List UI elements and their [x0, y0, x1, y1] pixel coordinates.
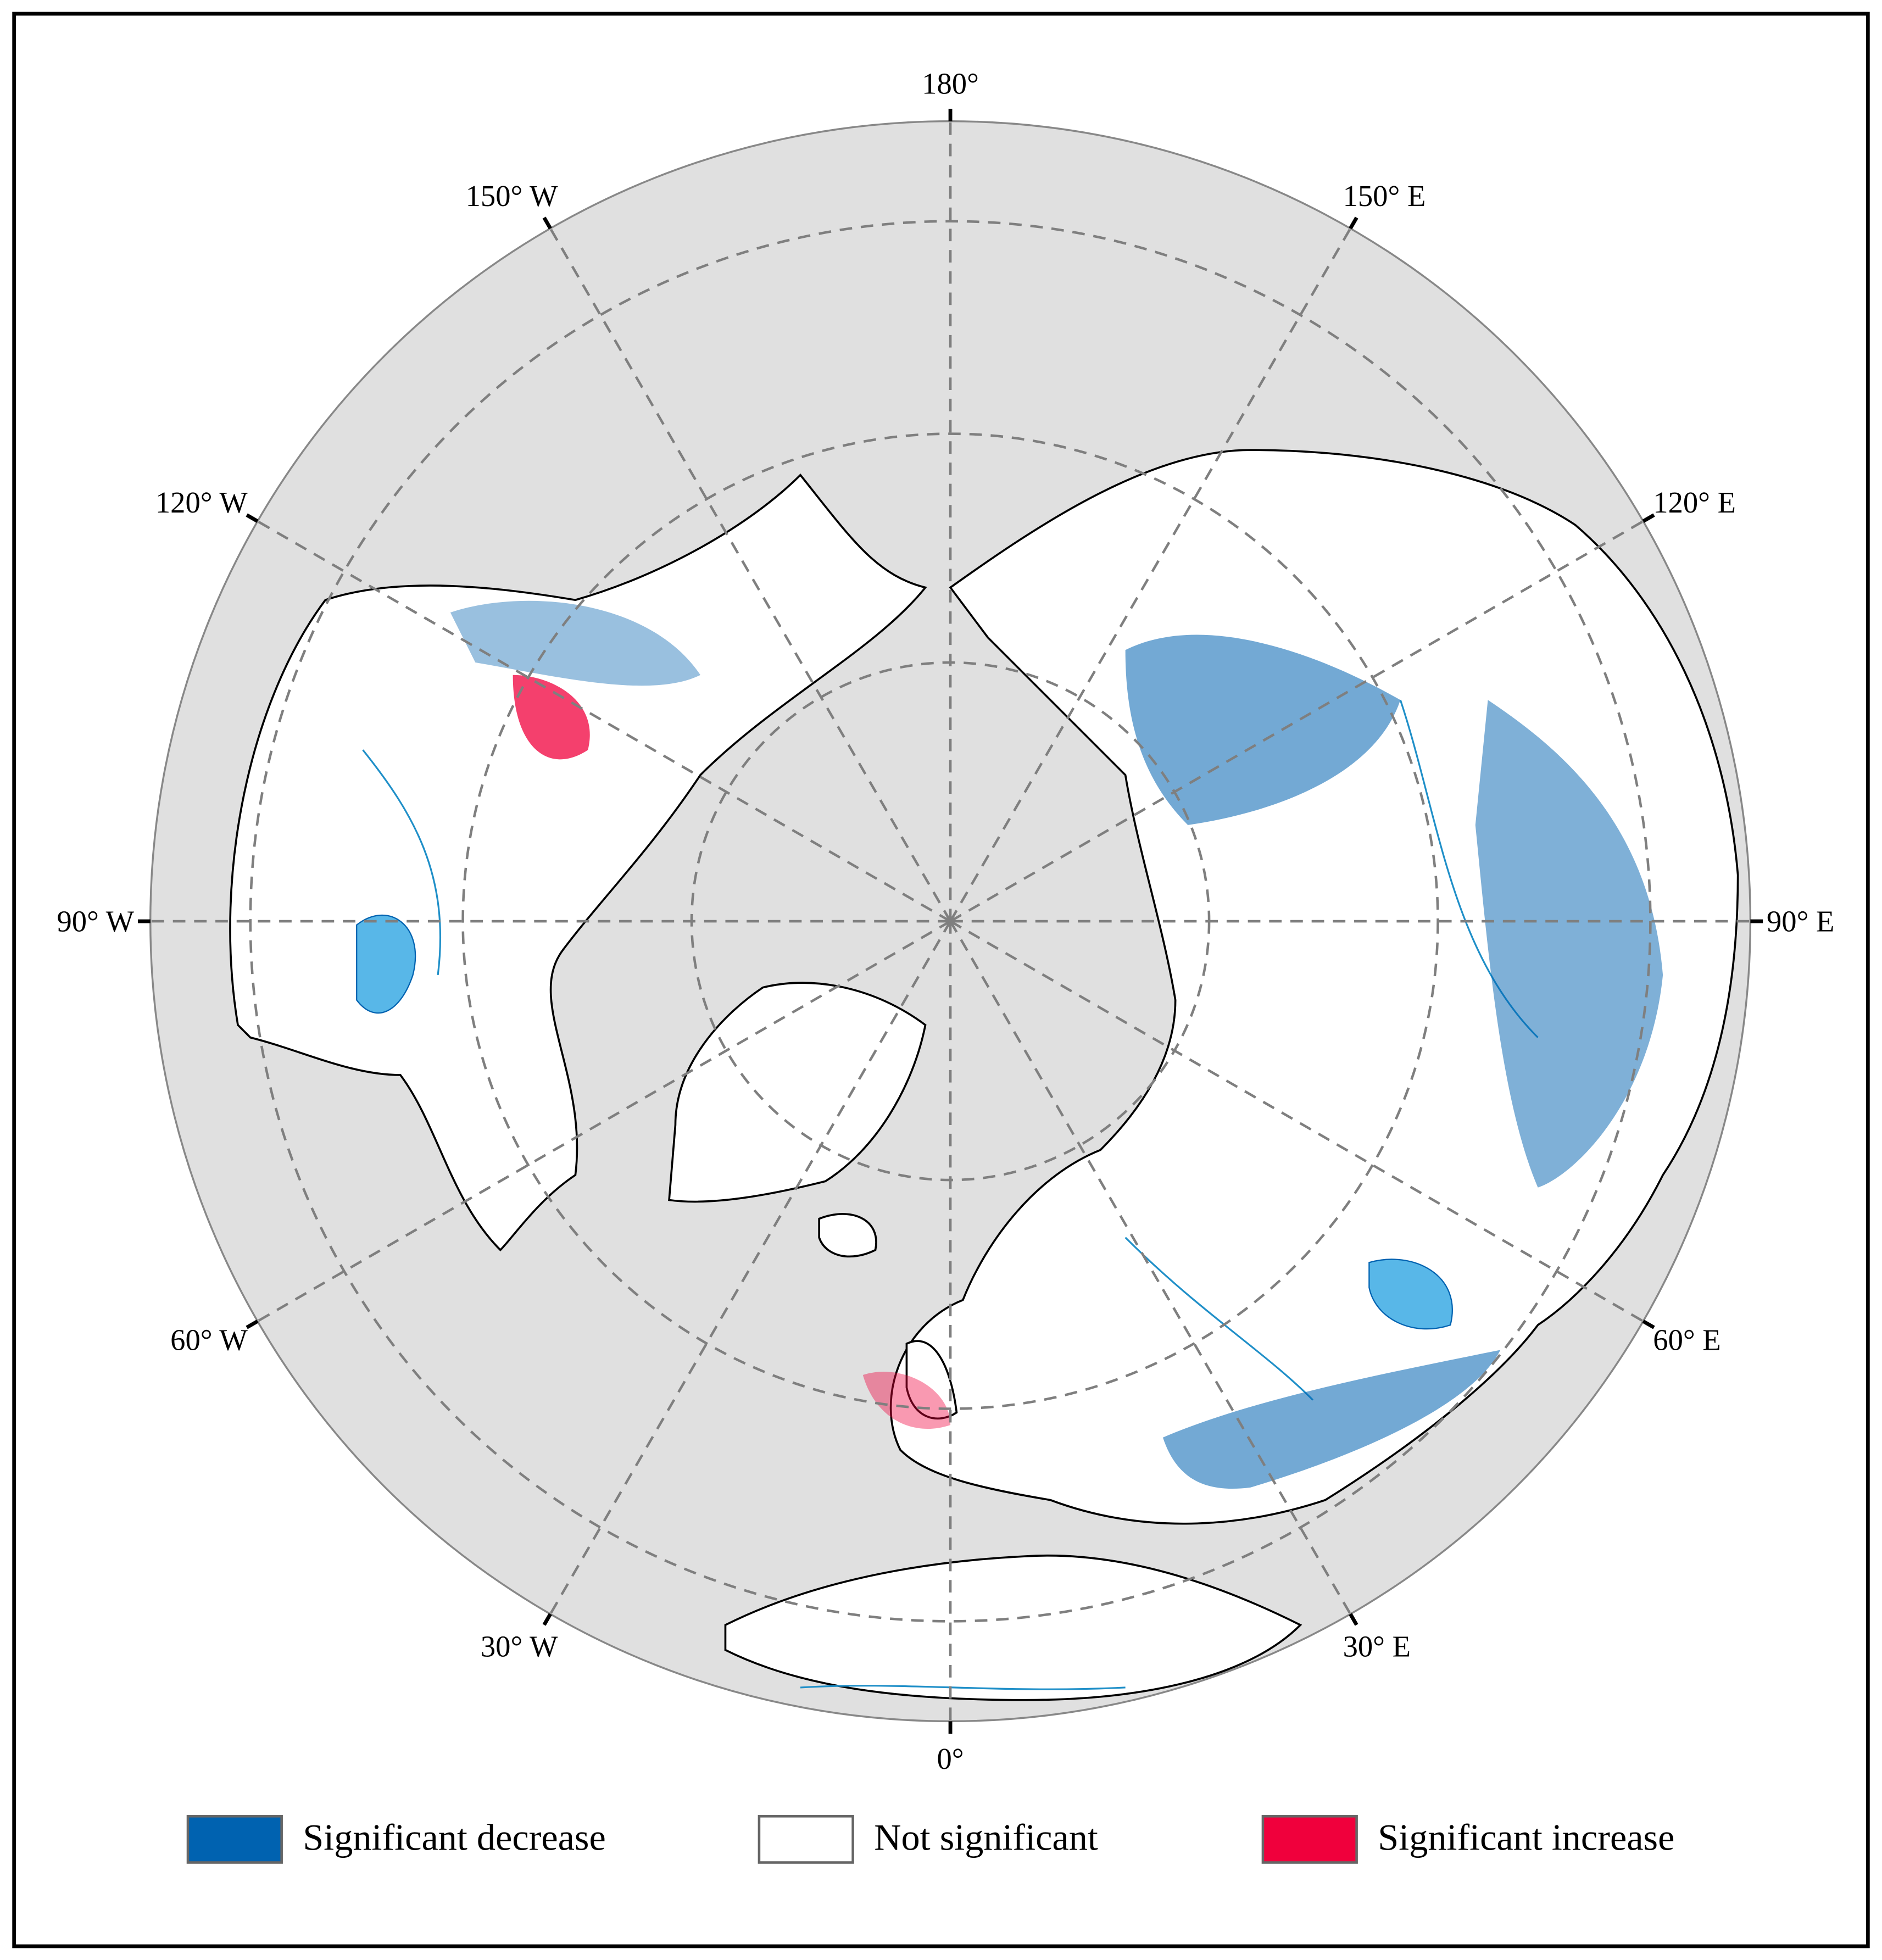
meridian-label: 30° W [481, 1630, 558, 1663]
meridian-tick [1349, 216, 1358, 230]
meridian-line [949, 920, 1644, 1323]
meridian-line [549, 920, 952, 1615]
legend-label: Not significant [874, 1816, 1098, 1858]
meridian-label: 60° E [1653, 1323, 1720, 1357]
meridian-label: 120° E [1653, 486, 1736, 519]
meridian-label: 90° W [57, 904, 134, 938]
legend-label: Significant decrease [303, 1816, 605, 1858]
meridian-label: 150° W [466, 179, 558, 213]
meridian-tick [1642, 513, 1655, 523]
meridian-line [949, 520, 1644, 923]
meridian-label: 150° E [1343, 179, 1426, 213]
north-america [229, 473, 927, 1252]
britain [905, 1340, 958, 1420]
meridian-line [549, 227, 952, 922]
meridian-tick [246, 1319, 259, 1329]
meridian-label: 30° E [1343, 1630, 1411, 1663]
legend-label: Significant increase [1378, 1816, 1674, 1858]
meridian-labels: 180° 150° E 120° E 90° E 60° E 30° E 0° 30° W 60… [57, 67, 1834, 1775]
meridian-label: 60° W [170, 1323, 248, 1357]
meridian-label: 120° W [155, 486, 248, 519]
meridian-line [949, 227, 1352, 922]
africa [724, 1554, 1302, 1701]
latitude-circle [249, 220, 1652, 1623]
meridian-line [949, 920, 1352, 1615]
meridian-line [257, 920, 951, 1323]
meridian-tick [542, 1613, 552, 1626]
iceland [818, 1213, 877, 1258]
meridian-tick [246, 513, 259, 523]
eurasia [889, 449, 1739, 1525]
meridian-line [257, 520, 951, 923]
legend-swatch [186, 1815, 283, 1864]
latitude-circle [461, 432, 1439, 1410]
graticule [137, 108, 1763, 1734]
legend: Significant decrease Not significant Signi… [186, 1815, 1674, 1864]
legend-swatch [758, 1815, 854, 1864]
meridian-tick [1642, 1319, 1655, 1329]
greenland [668, 982, 927, 1203]
land [229, 449, 1739, 1701]
meridian-label: 0° [937, 1742, 964, 1775]
meridian-tick [1349, 1613, 1358, 1626]
trend-patches [356, 600, 1663, 1489]
meridian-tick [542, 216, 552, 230]
legend-swatch [1261, 1815, 1358, 1864]
meridian-label: 180° [922, 67, 979, 101]
meridian-label: 90° E [1767, 904, 1834, 938]
